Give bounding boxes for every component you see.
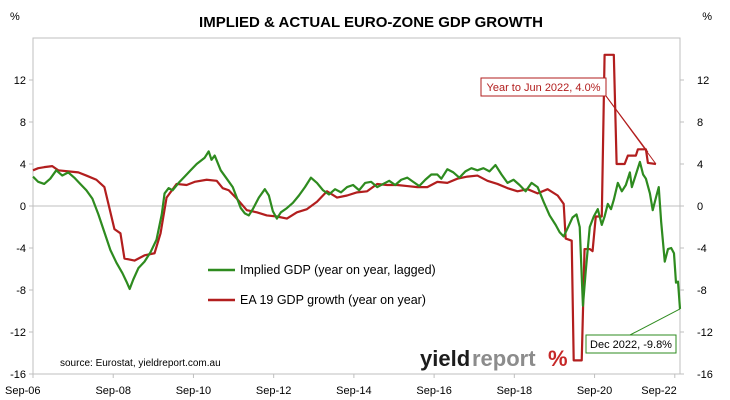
y-tick-label-right: 0 — [697, 201, 703, 213]
left-axis-unit: % — [10, 11, 20, 23]
legend: Implied GDP (year on year, lagged) EA 19… — [208, 263, 436, 307]
annotation-box-actual — [480, 77, 607, 97]
y-tick-label-left: 12 — [14, 75, 26, 87]
x-tick-label: Sep-12 — [256, 385, 291, 397]
source-note: source: Eurostat, yieldreport.com.au — [60, 358, 221, 369]
y-tick-label-right: -12 — [697, 327, 713, 339]
series-line-ea19-gdp — [32, 53, 657, 362]
chart-axes: -16 -16 -12 -12 -8 -8 -4 -4 0 0 4 4 8 8 12 12 Sep-06 Sep-… — [5, 37, 713, 397]
y-tick-label-left: -8 — [16, 285, 26, 297]
y-tick-label-left: -12 — [10, 327, 26, 339]
x-tick-label: Sep-08 — [95, 385, 130, 397]
annotation-label-implied: Dec 2022, -9.8% — [590, 339, 672, 351]
legend-label-actual: EA 19 GDP growth (year on year) — [240, 293, 426, 307]
chart-series — [32, 53, 682, 362]
x-tick-label: Sep-22 — [641, 385, 676, 397]
series-line-implied-gdp — [32, 150, 682, 309]
y-tick-label-right: -8 — [697, 285, 707, 297]
x-tick-label: Sep-10 — [176, 385, 211, 397]
annotation-box-implied — [585, 334, 677, 354]
legend-label-implied: Implied GDP (year on year, lagged) — [240, 263, 436, 277]
y-tick-label-left: -16 — [10, 369, 26, 381]
x-tick-label: Sep-06 — [5, 385, 40, 397]
chart-annotations: Year to Jun 2022, 4.0% Dec 2022, -9.8% — [480, 77, 681, 354]
chart-title: IMPLIED & ACTUAL EURO-ZONE GDP GROWTH — [199, 14, 543, 31]
x-tick-label: Sep-16 — [416, 385, 451, 397]
y-tick-label-right: -4 — [697, 243, 707, 255]
right-axis-unit: % — [702, 11, 712, 23]
y-tick-label-right: 12 — [697, 75, 709, 87]
y-tick-label-right: 8 — [697, 117, 703, 129]
y-tick-label-left: 8 — [20, 117, 26, 129]
logo-percent: % — [548, 346, 568, 371]
yieldreport-logo: yield report % — [420, 346, 568, 371]
logo-text-yield: yield — [420, 346, 470, 371]
y-tick-label-right: -16 — [697, 369, 713, 381]
y-tick-label-left: 4 — [20, 159, 26, 171]
annotation-leader-actual-2 — [605, 95, 649, 153]
annotation-leader-implied — [629, 308, 681, 336]
x-tick-label: Sep-18 — [497, 385, 532, 397]
annotation-label-actual: Year to Jun 2022, 4.0% — [487, 82, 601, 94]
logo-text-report: report — [472, 346, 536, 371]
x-tick-label: Sep-14 — [336, 385, 371, 397]
x-tick-label: Sep-20 — [577, 385, 612, 397]
y-tick-label-right: 4 — [697, 159, 703, 171]
y-tick-label-left: -4 — [16, 243, 26, 255]
y-tick-label-left: 0 — [20, 201, 26, 213]
